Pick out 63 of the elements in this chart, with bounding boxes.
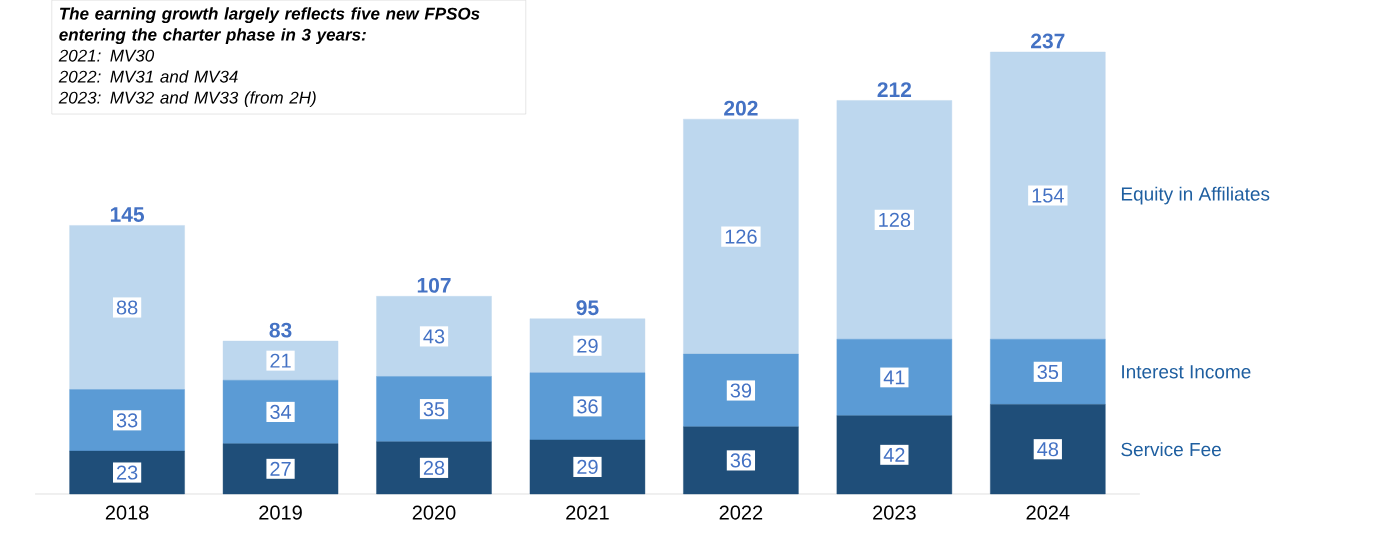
data-label: 36 (577, 399, 598, 414)
data-label: 29 (577, 459, 598, 475)
data-label: 34 (270, 404, 292, 419)
series-label: Equity in Affiliates (1121, 186, 1270, 205)
data-label: 128 (879, 212, 911, 227)
data-label: 29 (577, 338, 598, 353)
data-label: 33 (116, 413, 138, 428)
total-label: 83 (269, 322, 292, 338)
series-label: Service Fee (1121, 442, 1221, 457)
total-label: 145 (110, 207, 145, 222)
data-label: 48 (1037, 442, 1059, 457)
bar (836, 338, 953, 416)
data-label: 36 (730, 453, 752, 468)
annotation: 2023: MV32 and MV33 (from 2H) (58, 91, 316, 108)
text: The earning growth largely reflects five new FPSOs entering the charter phase in 3 years: (59, 7, 480, 45)
total-label: 212 (877, 82, 912, 97)
annotation: 2022: MV31 and MV34 (58, 70, 238, 83)
data-label: 23 (116, 465, 138, 480)
bar (376, 376, 492, 442)
x-tick-label: 2022 (719, 505, 763, 520)
data-label: 154 (1032, 188, 1064, 203)
data-label: 39 (730, 383, 752, 398)
bar (69, 389, 185, 452)
bar (529, 372, 646, 441)
bar (222, 443, 339, 495)
total-label: 95 (576, 300, 599, 316)
bar (529, 439, 646, 495)
bar (376, 296, 492, 377)
bar (990, 51, 1106, 340)
x-tick-label: 2023 (873, 505, 916, 520)
data-label: 41 (883, 370, 905, 385)
x-tick-label: 2018 (105, 505, 149, 520)
x-tick-label: 2020 (412, 505, 456, 520)
data-label: 43 (423, 329, 445, 344)
bar (69, 450, 185, 495)
total-label: 237 (1031, 33, 1065, 49)
data-label: 35 (423, 402, 445, 417)
data-label: 27 (270, 461, 291, 476)
bar (222, 340, 339, 381)
data-label: 126 (725, 229, 757, 244)
data-label: 42 (883, 447, 905, 462)
total-label: 202 (724, 100, 758, 116)
bar (683, 118, 799, 355)
bar (222, 380, 339, 444)
x-tick-label: 2021 (566, 505, 609, 520)
bar (836, 100, 953, 340)
data-label: 88 (116, 300, 138, 315)
bar (683, 353, 799, 428)
bar (836, 415, 953, 495)
data-label: 21 (270, 353, 291, 368)
bar (69, 225, 185, 390)
series-label: Interest Income (1122, 365, 1251, 379)
data-label: 28 (423, 460, 445, 475)
bar (990, 404, 1106, 495)
x-tick-label: 2024 (1026, 505, 1070, 520)
bar (376, 441, 492, 495)
bar (683, 426, 799, 495)
x-tick-label: 2019 (259, 505, 302, 520)
total-label: 107 (417, 277, 451, 293)
bar (529, 318, 646, 373)
annotation: 2021: MV30 (58, 49, 155, 62)
bar (990, 338, 1106, 405)
data-label: 35 (1037, 364, 1059, 379)
